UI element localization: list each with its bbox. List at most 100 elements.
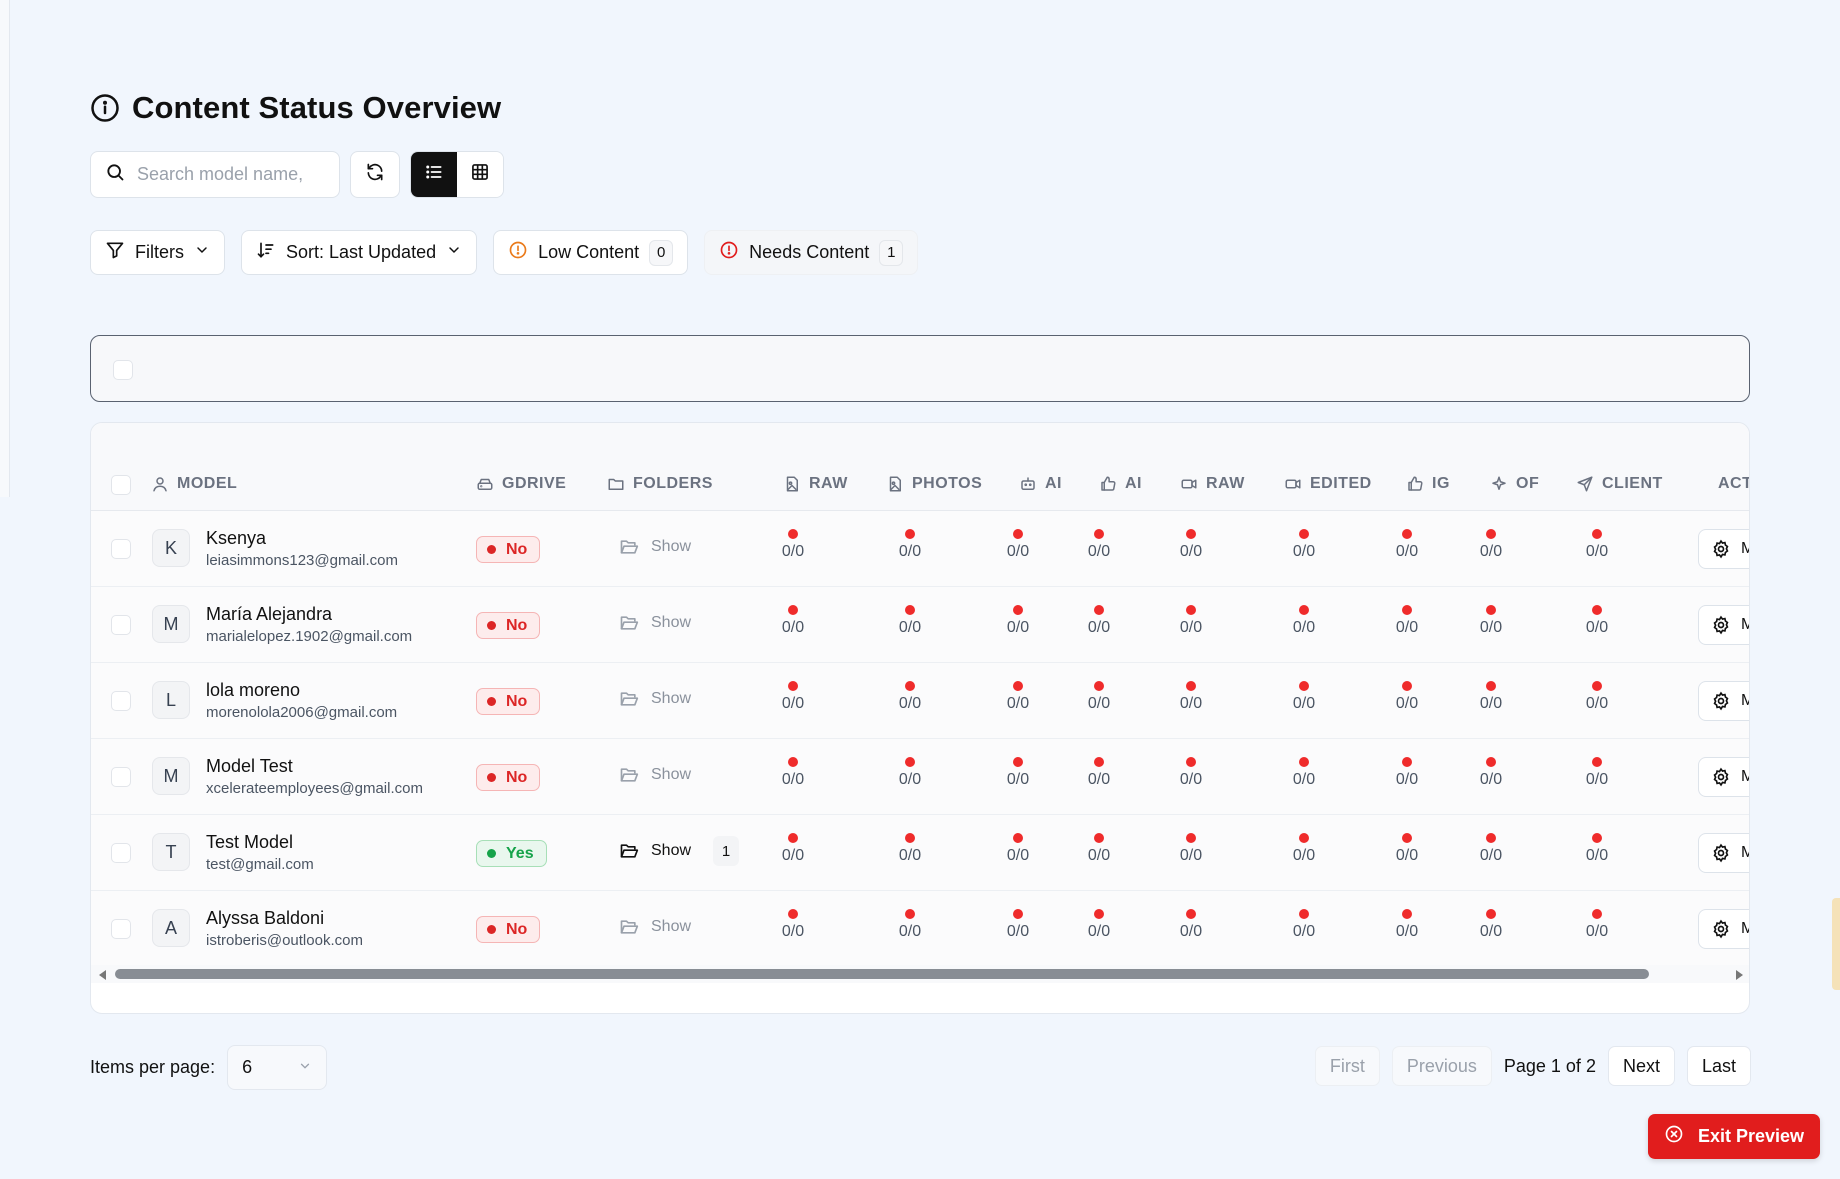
table-row[interactable]: K Ksenya leiasimmons123@gmail.com No Show 0/0…: [91, 511, 1749, 587]
content-stat: 0/0: [1079, 757, 1119, 789]
column-header[interactable]: AI: [1099, 475, 1142, 493]
column-header[interactable]: OF: [1490, 475, 1539, 493]
content-stat: 0/0: [1471, 757, 1511, 789]
manage-button[interactable]: M: [1698, 833, 1749, 873]
exit-preview-button[interactable]: Exit Preview: [1648, 1114, 1820, 1159]
model-name[interactable]: Model Test: [206, 756, 293, 776]
column-header[interactable]: RAW: [1180, 475, 1245, 493]
show-folders-button[interactable]: Show: [619, 689, 691, 709]
list-view-button[interactable]: [411, 152, 457, 197]
content-stat: 0/0: [773, 909, 813, 941]
column-header[interactable]: FOLDERS: [607, 475, 713, 493]
grid-view-button[interactable]: [457, 152, 503, 197]
content-stat-value: 0/0: [781, 543, 805, 560]
column-header[interactable]: PHOTOS: [886, 475, 982, 493]
show-folders-button[interactable]: Show: [619, 841, 691, 861]
search-input[interactable]: [137, 164, 317, 185]
content-stat-value: 0/0: [781, 771, 805, 788]
warning-circle-icon: [508, 240, 528, 265]
row-checkbox[interactable]: [111, 767, 131, 787]
content-stat-value: 0/0: [781, 695, 805, 712]
status-dot: [1486, 909, 1496, 919]
folder-open-icon: [619, 689, 639, 709]
content-stat: 0/0: [1284, 529, 1324, 561]
status-dot: [1402, 833, 1412, 843]
content-stat-value: 0/0: [1006, 847, 1030, 864]
row-checkbox[interactable]: [111, 691, 131, 711]
scroll-right-icon[interactable]: [1733, 968, 1745, 986]
column-header[interactable]: RAW: [783, 475, 848, 493]
content-stat-value: 0/0: [1087, 695, 1111, 712]
items-per-page-label: Items per page:: [90, 1057, 216, 1077]
column-header-label: AI: [1045, 475, 1062, 492]
items-per-page-select[interactable]: 6: [227, 1045, 328, 1090]
model-name[interactable]: lola moreno: [206, 680, 301, 700]
content-stat-value: 0/0: [1585, 923, 1609, 940]
status-dot: [1013, 605, 1023, 615]
column-header[interactable]: ACT: [1718, 475, 1749, 493]
previous-page-button[interactable]: Previous: [1391, 1046, 1492, 1086]
next-page-button[interactable]: Next: [1607, 1046, 1675, 1086]
status-dot: [1094, 909, 1104, 919]
model-name[interactable]: Ksenya: [206, 528, 267, 548]
content-stat: 0/0: [1171, 681, 1211, 713]
low-content-filter[interactable]: Low Content 0: [493, 230, 689, 275]
content-stat: 0/0: [1284, 681, 1324, 713]
column-header[interactable]: MODEL: [151, 475, 237, 493]
page-title: Content Status Overview: [132, 90, 502, 125]
table-row[interactable]: M Model Test xcelerateemployees@gmail.com N…: [91, 739, 1749, 815]
show-folders-button[interactable]: Show: [619, 917, 691, 937]
column-header[interactable]: IG: [1406, 475, 1450, 493]
first-page-button[interactable]: First: [1314, 1046, 1380, 1086]
scroll-thumb[interactable]: [115, 969, 1649, 979]
manage-button[interactable]: M: [1698, 605, 1749, 645]
status-dot: [788, 833, 798, 843]
show-folders-button[interactable]: Show: [619, 765, 691, 785]
sort-button[interactable]: Sort: Last Updated: [241, 230, 478, 275]
column-header[interactable]: GDRIVE: [476, 475, 566, 493]
row-checkbox[interactable]: [111, 843, 131, 863]
scroll-left-icon[interactable]: [97, 968, 109, 986]
select-all-checkbox[interactable]: [113, 360, 133, 380]
status-dot: [1299, 681, 1309, 691]
row-checkbox[interactable]: [111, 615, 131, 635]
hard-drive-icon: [476, 475, 494, 493]
table-row[interactable]: A Alyssa Baldoni istroberis@outlook.com No S…: [91, 891, 1749, 967]
avatar: K: [152, 529, 190, 567]
last-page-button[interactable]: Last: [1686, 1046, 1751, 1086]
model-name[interactable]: Alyssa Baldoni: [206, 908, 325, 928]
sparkles-icon: [1490, 475, 1508, 493]
manage-button[interactable]: M: [1698, 681, 1749, 721]
column-header[interactable]: AI: [1019, 475, 1062, 493]
model-name[interactable]: María Alejandra: [206, 604, 333, 624]
filters-button[interactable]: Filters: [90, 230, 225, 275]
content-stat-value: 0/0: [898, 771, 922, 788]
gdrive-status-label: Yes: [506, 844, 534, 862]
column-header[interactable]: EDITED: [1284, 475, 1372, 493]
show-folders-button[interactable]: Show: [619, 537, 691, 557]
manage-button[interactable]: M: [1698, 757, 1749, 797]
column-header[interactable]: CLIENT: [1576, 475, 1663, 493]
model-name[interactable]: Test Model: [206, 832, 294, 852]
gdrive-status-badge: No: [476, 612, 541, 639]
show-folders-button[interactable]: Show: [619, 613, 691, 633]
manage-button[interactable]: M: [1698, 529, 1749, 569]
gear-icon: [1711, 539, 1731, 559]
content-stat-value: 0/0: [1395, 695, 1419, 712]
manage-button[interactable]: M: [1698, 909, 1749, 949]
table-row[interactable]: T Test Model test@gmail.com Yes Show 1 0/0 0/0 0…: [91, 815, 1749, 891]
content-stat: 0/0: [1171, 757, 1211, 789]
status-dot: [1094, 757, 1104, 767]
search-box[interactable]: [90, 151, 340, 198]
folder-open-icon: [619, 613, 639, 633]
thumbs-up-icon: [1406, 475, 1424, 493]
horizontal-scrollbar[interactable]: [91, 965, 1749, 986]
needs-content-filter[interactable]: Needs Content 1: [704, 230, 919, 275]
items-per-page-value: 6: [242, 1057, 253, 1077]
table-row[interactable]: M María Alejandra marialelopez.1902@gmail.…: [91, 587, 1749, 663]
header-checkbox[interactable]: [111, 475, 131, 495]
row-checkbox[interactable]: [111, 919, 131, 939]
refresh-button[interactable]: [350, 151, 400, 198]
row-checkbox[interactable]: [111, 539, 131, 559]
